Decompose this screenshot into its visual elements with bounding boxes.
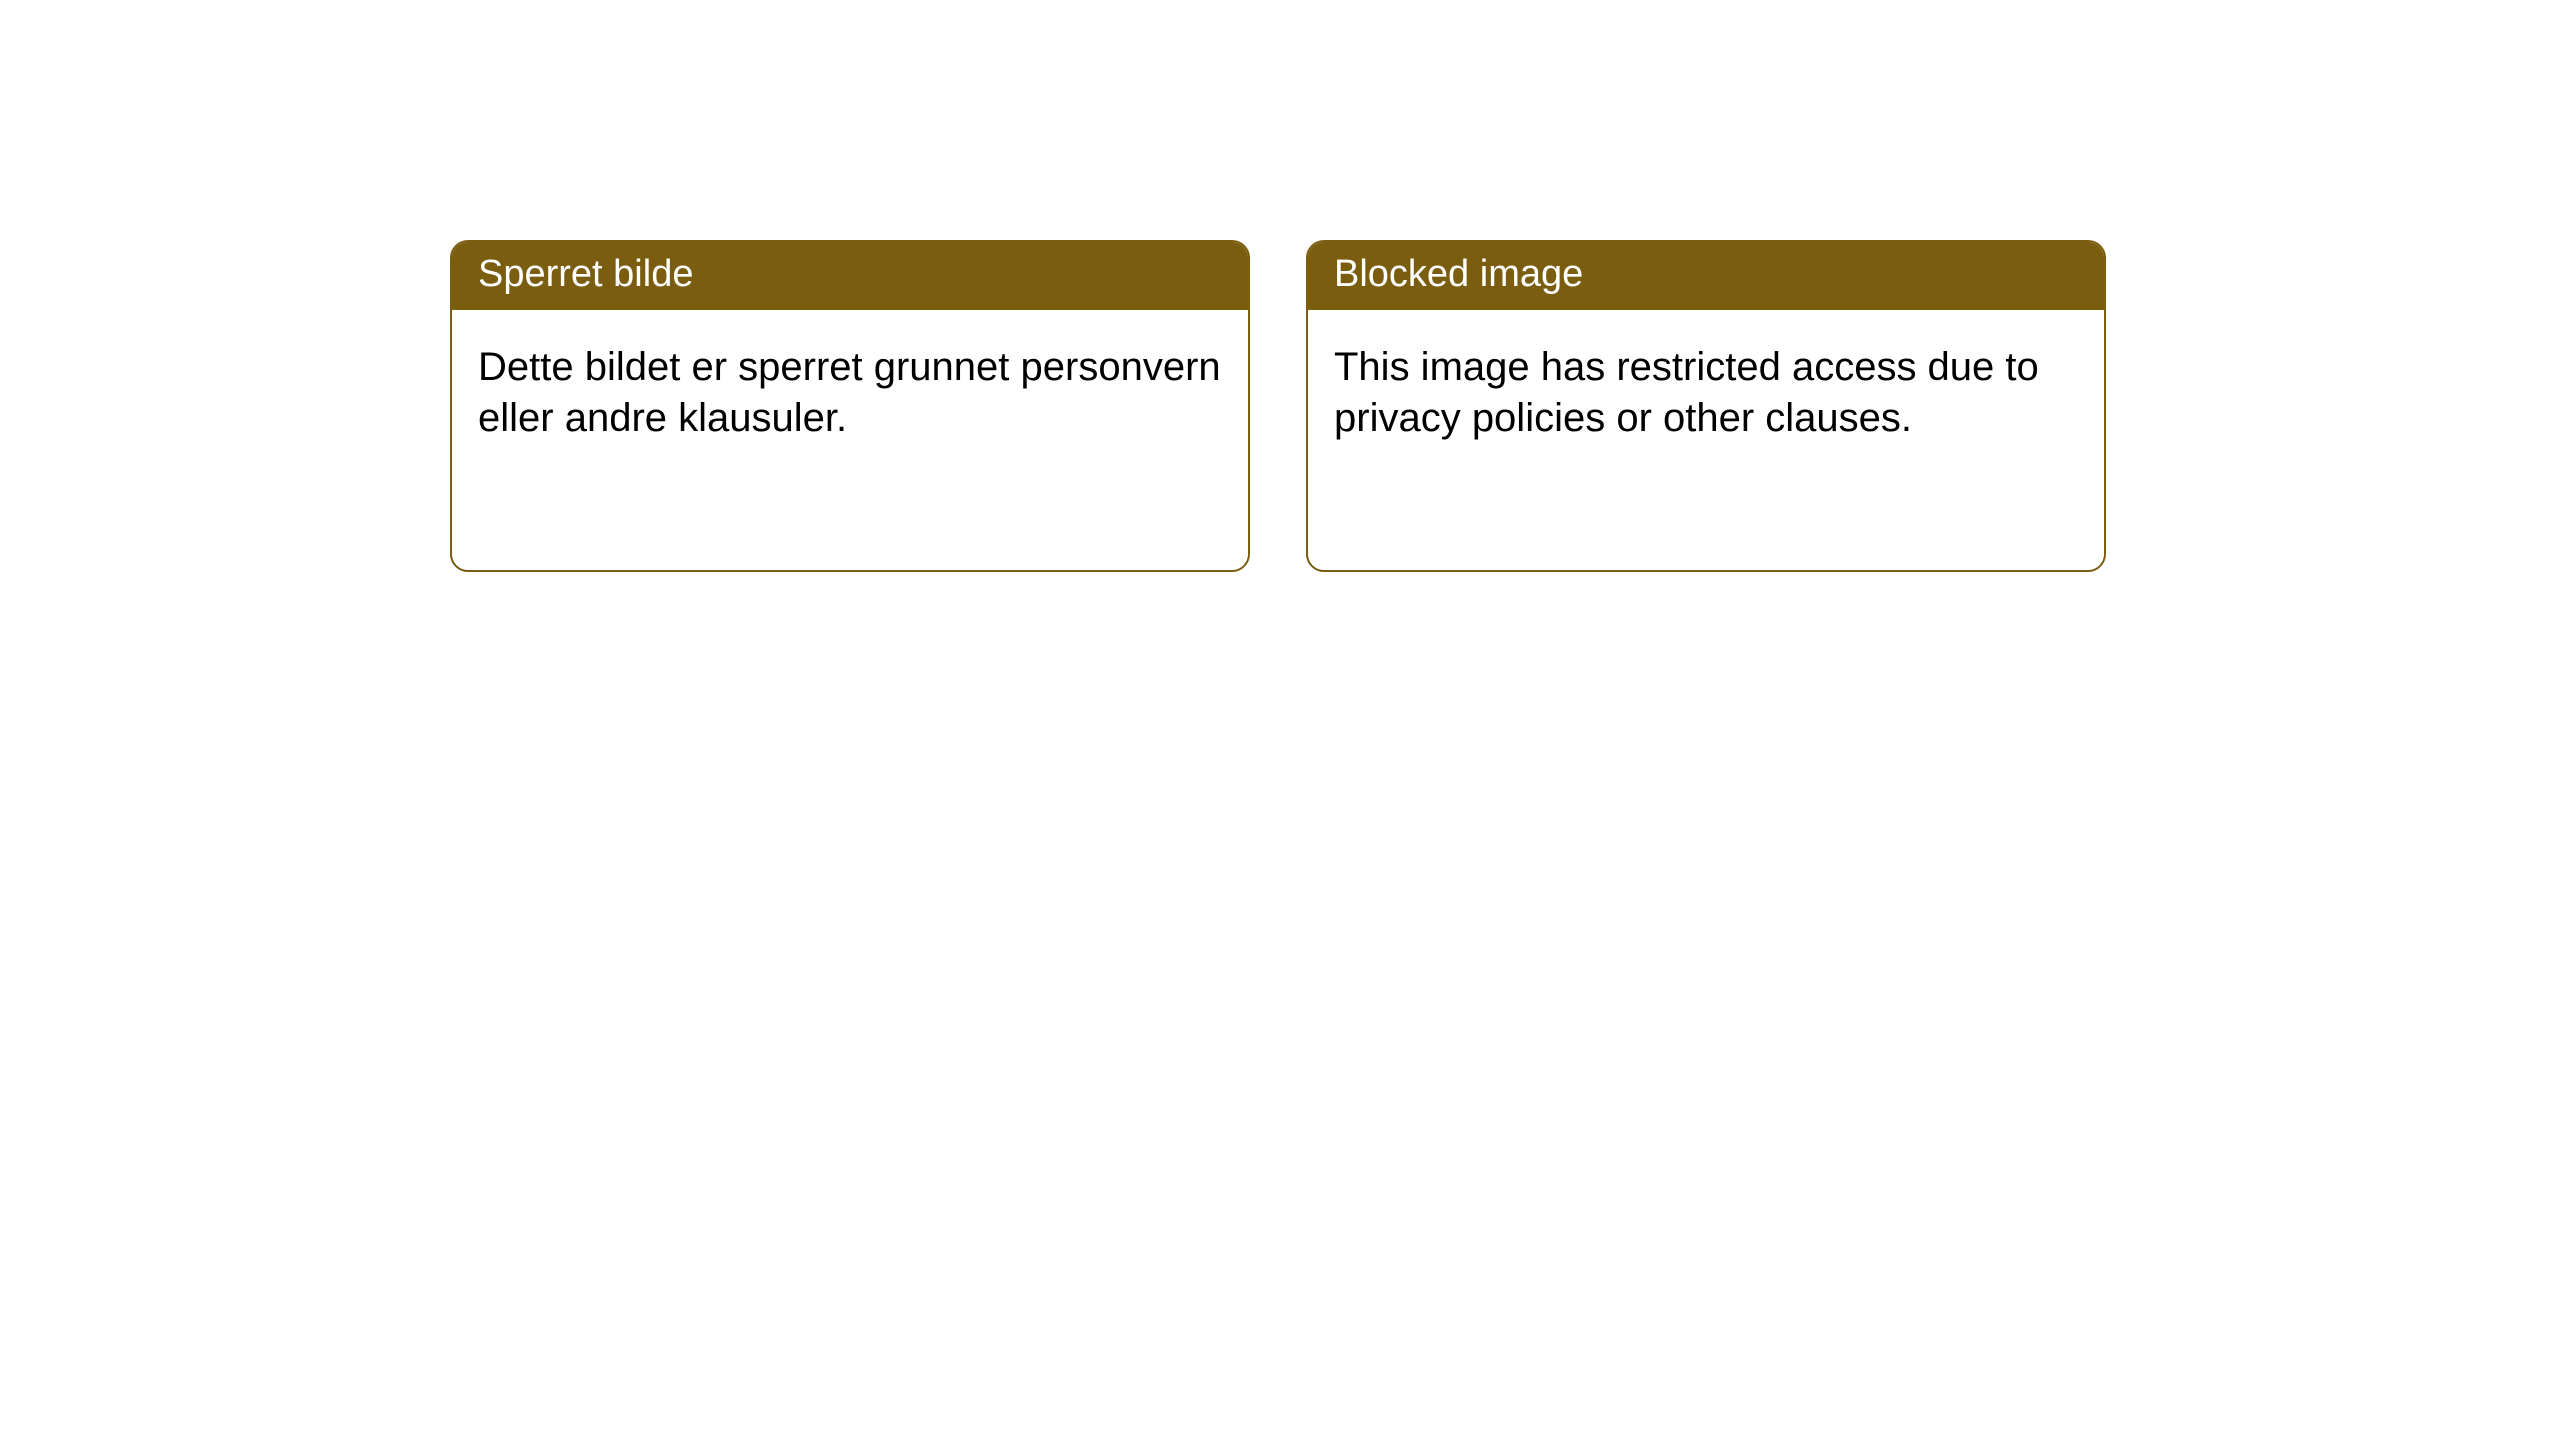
blocked-image-card-norwegian: Sperret bilde Dette bildet er sperret gr… <box>450 240 1250 572</box>
card-header-title: Sperret bilde <box>452 242 1248 310</box>
notice-cards-container: Sperret bilde Dette bildet er sperret gr… <box>0 0 2560 572</box>
card-header-title: Blocked image <box>1308 242 2104 310</box>
blocked-image-card-english: Blocked image This image has restricted … <box>1306 240 2106 572</box>
card-body-text: This image has restricted access due to … <box>1308 310 2104 476</box>
card-body-text: Dette bildet er sperret grunnet personve… <box>452 310 1248 476</box>
